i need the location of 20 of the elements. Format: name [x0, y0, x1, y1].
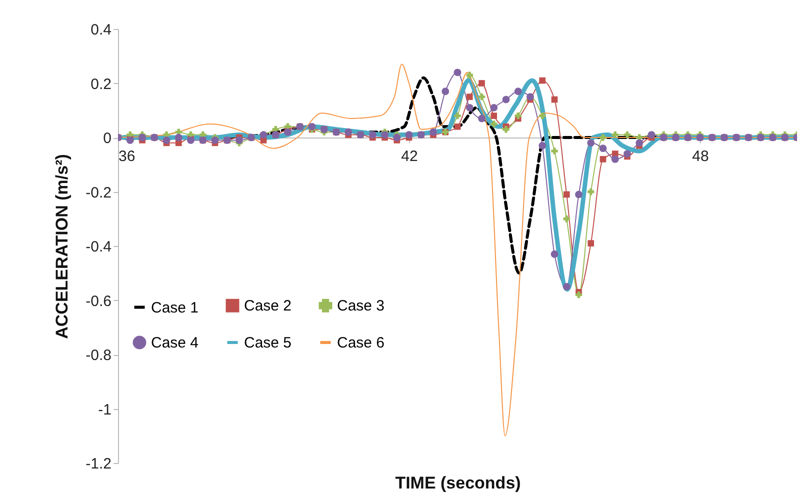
y-tick-label: -1.2	[86, 456, 112, 472]
y-tick-label: -1	[98, 401, 112, 418]
y-tick-label: 0.4	[90, 22, 112, 38]
legend-label: Case 1	[151, 299, 199, 316]
y-tick-label: -0.4	[86, 238, 112, 256]
y-axis-title: ACCELERATION (m/s²)	[52, 154, 72, 339]
y-tick-label: 0	[103, 130, 112, 147]
x-axis-title: TIME (seconds)	[395, 474, 521, 492]
x-tick-label: 48	[692, 148, 709, 165]
legend-label: Case 6	[337, 334, 385, 352]
y-tick-label: 0.2	[90, 76, 112, 93]
legend-label: Case 4	[151, 334, 199, 352]
y-tick-label: -0.8	[86, 347, 112, 364]
legend-label: Case 3	[337, 298, 385, 315]
y-tick-label: -0.6	[86, 292, 112, 310]
legend-label: Case 2	[244, 298, 292, 315]
x-tick-label: 42	[401, 148, 418, 165]
legend-label: Case 5	[244, 334, 292, 352]
x-tick-label: 36	[118, 148, 136, 165]
y-tick-label: -0.2	[86, 184, 112, 202]
